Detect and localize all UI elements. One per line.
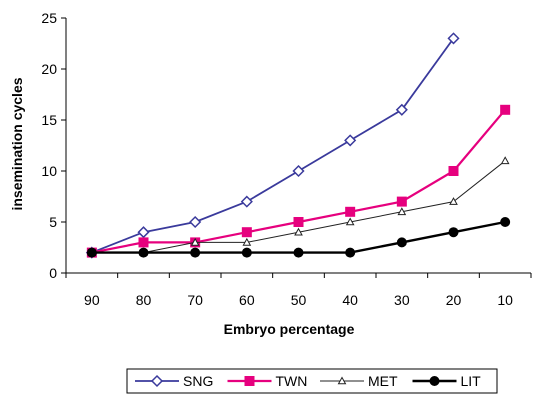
x-tick-label: 60 [239, 292, 255, 308]
legend-marker-twn [244, 376, 255, 386]
legend-marker-lit [429, 376, 440, 386]
axes: 0 5 10 15 20 25 90 80 70 60 50 40 30 20 10 [41, 10, 532, 308]
data-point-lit [293, 247, 304, 258]
series-lit [86, 217, 511, 258]
data-point-twn [293, 217, 304, 227]
data-point-sng [240, 195, 253, 208]
x-tick-label: 20 [446, 292, 462, 308]
legend: SNG TWN MET LIT [126, 368, 498, 394]
data-point-sng [189, 215, 202, 229]
x-tick-label: 90 [84, 292, 100, 308]
data-point-twn [345, 206, 356, 217]
y-axis-title: insemination cycles [9, 77, 25, 210]
x-tick-label: 30 [394, 292, 410, 308]
y-tick-label: 10 [41, 163, 57, 179]
data-point-twn [241, 227, 252, 238]
data-point-met [242, 237, 252, 246]
data-point-met [449, 197, 458, 205]
data-point-lit [241, 247, 252, 258]
data-point-twn [500, 104, 511, 115]
legend-marker-sng [150, 374, 164, 388]
legend-label: TWN [276, 373, 308, 389]
data-point-sng [292, 164, 305, 178]
data-point-lit [448, 227, 459, 238]
data-point-lit [86, 247, 97, 258]
data-point-met [500, 156, 510, 165]
legend-label: SNG [183, 373, 213, 389]
series-layer [85, 32, 511, 259]
x-tick-label: 40 [342, 292, 358, 308]
data-point-sng [137, 226, 150, 239]
legend-item-met: MET [320, 373, 398, 389]
legend-item-lit: LIT [412, 373, 482, 389]
data-point-lit [500, 217, 511, 227]
data-point-sng [447, 32, 460, 45]
y-tick-label: 5 [49, 214, 57, 230]
data-point-met [345, 217, 355, 226]
data-point-lit [190, 247, 201, 258]
data-point-sng [395, 103, 408, 116]
y-tick-label: 25 [41, 10, 57, 26]
legend-box [126, 368, 498, 394]
data-point-lit [138, 247, 149, 258]
data-point-met [294, 227, 303, 236]
legend-marker-met [337, 376, 347, 385]
x-axis-title: Embryo percentage [224, 321, 355, 337]
data-point-met [190, 237, 200, 246]
data-point-twn [448, 166, 459, 176]
legend-item-sng: SNG [135, 373, 213, 389]
x-tick-label: 50 [291, 292, 307, 308]
data-point-lit [345, 247, 356, 258]
data-point-sng [344, 134, 357, 147]
data-point-twn [138, 237, 149, 248]
data-point-met [397, 207, 407, 216]
x-tick-label: 10 [497, 292, 513, 308]
series-line-sng [91, 37, 455, 254]
data-point-lit [396, 237, 407, 248]
series-sng [85, 32, 460, 259]
x-tick-label: 70 [187, 292, 203, 308]
legend-label: MET [368, 373, 398, 389]
legend-label: LIT [461, 373, 482, 389]
x-tick-label: 80 [136, 292, 152, 308]
legend-item-twn: TWN [227, 373, 308, 389]
y-tick-label: 20 [41, 61, 57, 77]
y-tick-label: 0 [49, 265, 57, 281]
y-tick-label: 15 [41, 112, 57, 128]
data-point-twn [396, 196, 407, 207]
